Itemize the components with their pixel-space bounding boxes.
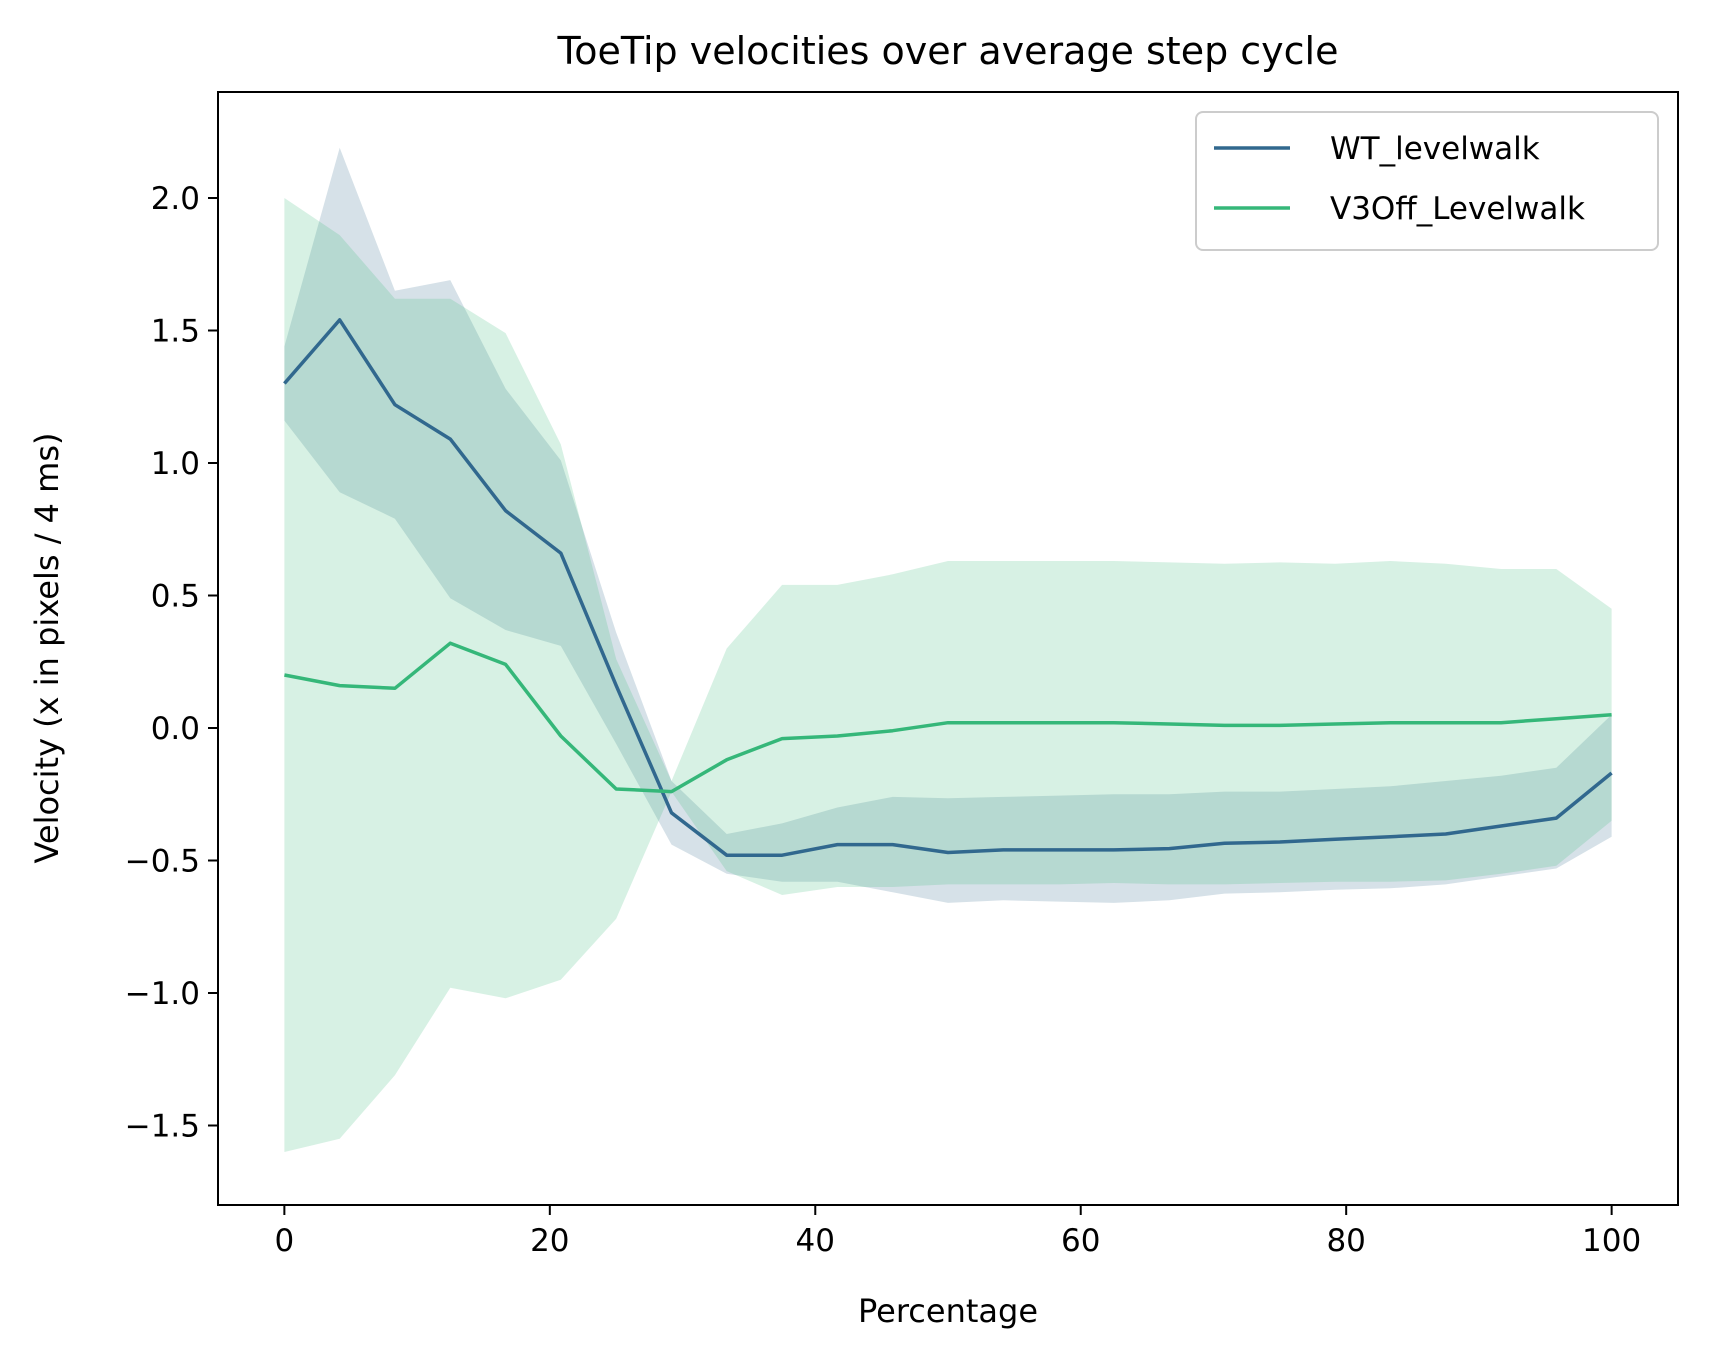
line-wt-levelwalk [283,318,1613,857]
plot-frame [217,91,1679,1206]
x-axis-ticks: 0 20 40 60 80 100 [274,1205,1641,1259]
legend: WT_levelwalk V3Off_Levelwalk [1195,111,1659,251]
y-axis-label: Velocity (x in pixels / 4 ms) [28,432,66,863]
y-tick-label: 0.0 [151,711,200,747]
legend-box [1195,111,1659,251]
x-tick-label: 100 [1582,1223,1641,1259]
x-tick-label: 60 [1061,1223,1100,1259]
y-tick-label: −0.5 [125,844,200,880]
band-wt-levelwalk [284,147,1612,903]
y-tick-label: 2.0 [151,181,200,217]
legend-label-wt-levelwalk: WT_levelwalk [1330,131,1540,167]
y-axis-ticks: −1.5 −1.0 −0.5 0.0 0.5 1.0 1.5 2.0 [125,181,218,1145]
x-axis-label: Percentage [858,1292,1038,1330]
y-tick-label: −1.5 [125,1109,200,1145]
chart-title: ToeTip velocities over average step cycl… [557,29,1339,73]
y-tick-label: −1.0 [125,976,200,1012]
x-tick-label: 80 [1326,1223,1365,1259]
confidence-bands [284,147,1612,1152]
legend-label-v3off-levelwalk: V3Off_Levelwalk [1330,191,1585,227]
series-lines [283,318,1613,857]
x-tick-label: 20 [530,1223,569,1259]
y-tick-label: 1.5 [151,314,200,350]
x-tick-label: 0 [274,1223,294,1259]
x-tick-label: 40 [796,1223,835,1259]
line-v3off-levelwalk [284,641,1612,794]
band-v3off-levelwalk [284,198,1612,1152]
y-tick-label: 0.5 [151,579,200,615]
y-tick-label: 1.0 [151,446,200,482]
